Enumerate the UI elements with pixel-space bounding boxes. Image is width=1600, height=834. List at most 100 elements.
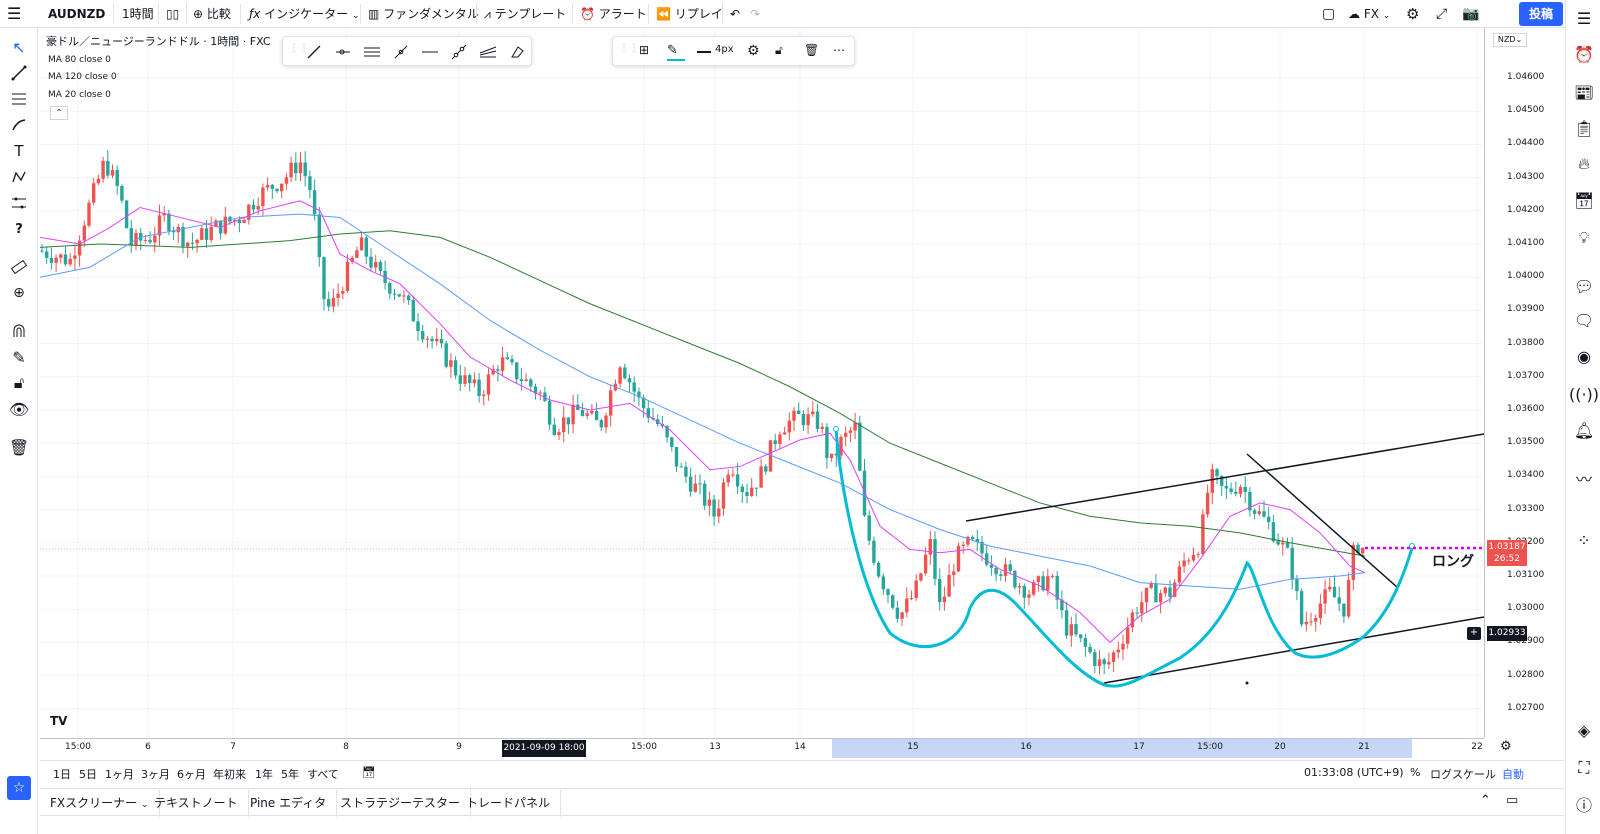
- forecast-icon[interactable]: [8, 192, 30, 214]
- zoom-in-icon[interactable]: ⊕: [13, 285, 25, 301]
- collapse-panel-icon[interactable]: ⌃: [1480, 793, 1491, 808]
- maximize-panel-icon[interactable]: ▭: [1506, 793, 1519, 808]
- menu-icon[interactable]: ☰: [7, 4, 22, 23]
- range-1d[interactable]: 1日: [53, 768, 71, 781]
- broadcast-icon[interactable]: ◉: [1577, 346, 1591, 366]
- range-6m[interactable]: 6ヶ月: [177, 768, 206, 781]
- candle-body: [778, 434, 782, 444]
- horizontal-ray-icon[interactable]: [334, 43, 352, 61]
- tab-fx-screener[interactable]: FXスクリーナー ⌄: [40, 789, 160, 817]
- camera-icon[interactable]: 📷: [1462, 6, 1480, 22]
- line-width-button[interactable]: 4px: [715, 44, 734, 55]
- bell-icon[interactable]: 🔔︎: [1573, 420, 1595, 440]
- line-tool-icon[interactable]: [305, 43, 323, 61]
- layout-square-icon[interactable]: ▢: [1322, 6, 1336, 22]
- range-all[interactable]: すべて: [307, 768, 339, 781]
- drag-handle-icon[interactable]: ⋮⋮: [289, 43, 309, 54]
- help-icon[interactable]: ⓘ: [1575, 796, 1592, 815]
- fib-channel-icon[interactable]: [479, 43, 497, 61]
- horizontal-line-icon[interactable]: [421, 43, 439, 61]
- fib-icon[interactable]: [8, 88, 30, 110]
- redo-icon[interactable]: ↷: [750, 7, 761, 21]
- more-icon[interactable]: ⋯: [833, 43, 845, 57]
- chat-icon[interactable]: 💬︎: [1573, 276, 1595, 296]
- alarm-icon[interactable]: ⏰: [1574, 44, 1594, 64]
- collapse-legend-button[interactable]: ⌃: [50, 106, 68, 120]
- indicators-button[interactable]: ƒx インジケーター ⌄: [249, 0, 360, 28]
- drag-handle-icon[interactable]: ⋮⋮: [619, 43, 639, 54]
- brush-icon[interactable]: [8, 114, 30, 136]
- layers-icon[interactable]: ◈: [1577, 720, 1591, 740]
- replay-button[interactable]: ⏪ リプレイ: [656, 0, 723, 28]
- trash-icon[interactable]: 🗑︎: [8, 437, 30, 457]
- calendar-icon[interactable]: 📅︎: [1573, 190, 1595, 210]
- range-1m[interactable]: 1ヶ月: [105, 768, 134, 781]
- chart-pane[interactable]: 豪ドル／ニュージーランドドル · 1時間 · FXC MA 80 close 0…: [39, 28, 1485, 738]
- annotation-long[interactable]: ロング: [1432, 554, 1474, 570]
- tab-pine-editor[interactable]: Pine エディタ: [240, 789, 338, 817]
- undo-icon[interactable]: ↶: [730, 7, 741, 21]
- percent-toggle[interactable]: %: [1410, 766, 1421, 779]
- text-icon[interactable]: T: [14, 142, 24, 160]
- date-range-calendar-icon[interactable]: 📅︎: [362, 766, 376, 779]
- currency-selector[interactable]: NZD⌄: [1493, 33, 1527, 47]
- alert-button[interactable]: ⏰ アラート: [580, 0, 647, 28]
- question-icon[interactable]: ?: [15, 221, 23, 237]
- zigzag-icon[interactable]: 〰: [1575, 470, 1592, 489]
- comment-icon[interactable]: 🗨︎: [1573, 310, 1595, 330]
- layout-button[interactable]: ☁ FX ⌄: [1348, 0, 1390, 28]
- line-color-pencil-icon[interactable]: ✎: [667, 43, 685, 61]
- template-grid-icon[interactable]: ⊞: [639, 43, 650, 57]
- clock-timezone[interactable]: 01:33:08 (UTC+9): [1304, 766, 1404, 779]
- watchlist-icon[interactable]: ☰: [1576, 8, 1592, 28]
- price-chart[interactable]: [39, 28, 1485, 738]
- pattern-icon[interactable]: [8, 166, 30, 188]
- range-3m[interactable]: 3ヶ月: [141, 768, 170, 781]
- trendline-icon[interactable]: [8, 62, 30, 84]
- fullscreen-icon[interactable]: ⤢: [1436, 6, 1448, 22]
- axis-gear-icon[interactable]: ⚙: [1500, 739, 1512, 754]
- fullscreen-icon[interactable]: ⛶: [1578, 758, 1590, 777]
- cursor-icon[interactable]: ↖: [12, 37, 26, 57]
- templates-button[interactable]: ⩘ テンプレート: [484, 0, 566, 28]
- tab-text-notes[interactable]: テキストノート: [144, 789, 249, 817]
- parallel-channel-icon[interactable]: [363, 43, 381, 61]
- range-5y[interactable]: 5年: [281, 768, 299, 781]
- range-1y[interactable]: 1年: [255, 768, 273, 781]
- symbol-search-button[interactable]: AUDNZD: [48, 7, 106, 21]
- pencil-lock-icon[interactable]: ✎: [12, 347, 26, 367]
- fundamentals-button[interactable]: ▥ ファンダメンタル: [368, 0, 479, 28]
- interval-button[interactable]: 1時間: [122, 7, 154, 21]
- magnet-icon[interactable]: [8, 320, 30, 342]
- log-scale-toggle[interactable]: ログスケール: [1430, 768, 1496, 781]
- gear-icon[interactable]: ⚙: [1406, 5, 1420, 23]
- extended-line-icon[interactable]: [450, 43, 468, 61]
- price-axis[interactable]: NZD⌄ 1.04600 1.04500 1.04400 1.04300 1.04200…: [1467, 28, 1564, 738]
- lightbulb-icon[interactable]: 💡︎: [1578, 228, 1590, 247]
- tab-strategy-tester[interactable]: ストラテジーテスター: [330, 789, 472, 817]
- compare-button[interactable]: ⊕ 比較: [193, 0, 231, 28]
- add-alert-plus-icon[interactable]: +: [1467, 627, 1481, 640]
- post-button[interactable]: 投稿: [1519, 2, 1563, 26]
- eraser-icon[interactable]: [508, 43, 526, 61]
- favorites-star-icon[interactable]: ☆: [7, 776, 31, 800]
- trash-icon[interactable]: 🗑︎: [804, 43, 820, 57]
- signal-icon[interactable]: ((·)): [1568, 384, 1600, 404]
- time-axis[interactable]: 15:00 6 7 8 9 15:00 13 14 15 16 17 15:00 20 21 22 2021…: [40, 738, 1512, 758]
- ruler-icon[interactable]: [8, 256, 30, 278]
- candle-body: [430, 338, 434, 342]
- gear-icon[interactable]: ⚙: [747, 43, 760, 59]
- eye-icon[interactable]: 👁︎: [8, 399, 30, 419]
- range-5d[interactable]: 5日: [79, 768, 97, 781]
- range-ytd[interactable]: 年初来: [213, 768, 246, 781]
- fire-icon[interactable]: 🔥︎: [1578, 154, 1590, 173]
- candle-style-icon[interactable]: ▯▯: [166, 7, 180, 21]
- auto-scale-toggle[interactable]: 自動: [1502, 768, 1524, 781]
- news-icon[interactable]: 📰︎: [1573, 82, 1595, 102]
- lock-icon[interactable]: 🔓︎: [775, 43, 783, 57]
- lock-icon[interactable]: 🔓︎: [13, 373, 25, 392]
- dots-icon[interactable]: ⁘: [1577, 530, 1591, 550]
- ray-icon[interactable]: [392, 43, 410, 61]
- notes-icon[interactable]: 📋︎: [1573, 118, 1595, 138]
- tab-trade-panel[interactable]: トレードパネル: [456, 789, 562, 817]
